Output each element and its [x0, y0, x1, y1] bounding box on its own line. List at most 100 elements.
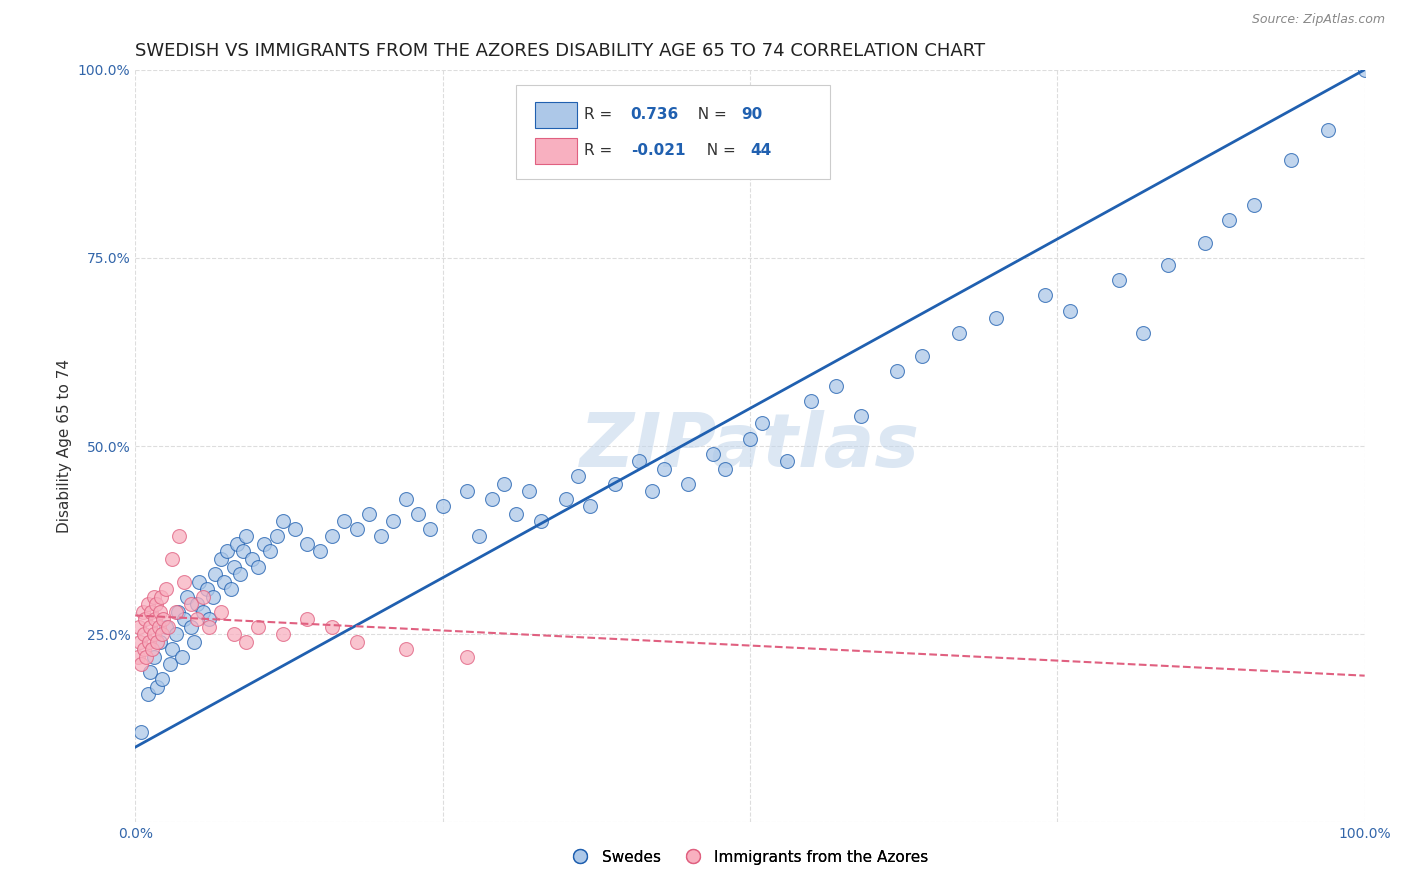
Point	[603, 476, 626, 491]
Point	[911, 349, 934, 363]
Point	[169, 529, 191, 543]
Point	[271, 514, 294, 528]
Point	[180, 597, 202, 611]
Text: Source: ZipAtlas.com: Source: ZipAtlas.com	[1251, 13, 1385, 27]
Point	[183, 634, 205, 648]
Text: N =: N =	[689, 107, 733, 122]
Point	[259, 544, 281, 558]
Point	[191, 590, 214, 604]
Point	[357, 507, 380, 521]
Point	[136, 688, 159, 702]
Point	[143, 612, 166, 626]
Text: 90: 90	[741, 107, 762, 122]
Point	[204, 567, 226, 582]
Point	[321, 529, 343, 543]
Point	[1059, 303, 1081, 318]
Point	[235, 529, 257, 543]
Point	[494, 476, 516, 491]
Point	[308, 544, 330, 558]
Point	[948, 326, 970, 340]
Point	[180, 620, 202, 634]
Point	[165, 627, 187, 641]
Point	[141, 642, 163, 657]
Point	[406, 507, 429, 521]
Point	[297, 537, 319, 551]
Text: 44: 44	[749, 144, 772, 159]
Text: N =: N =	[697, 144, 741, 159]
Point	[419, 522, 441, 536]
Text: -0.021: -0.021	[631, 144, 685, 159]
Point	[468, 529, 491, 543]
Point	[139, 620, 162, 634]
Point	[222, 627, 245, 641]
Point	[1218, 213, 1240, 227]
Point	[150, 590, 173, 604]
Point	[395, 491, 418, 506]
Point	[247, 620, 270, 634]
Point	[201, 590, 224, 604]
Point	[240, 552, 263, 566]
Point	[321, 620, 343, 634]
Point	[432, 500, 454, 514]
Point	[198, 612, 221, 626]
Point	[284, 522, 307, 536]
Point	[186, 612, 208, 626]
Point	[1279, 153, 1302, 167]
Point	[167, 605, 190, 619]
Point	[145, 597, 167, 611]
Point	[271, 627, 294, 641]
Point	[173, 612, 195, 626]
Point	[505, 507, 527, 521]
Point	[142, 590, 165, 604]
Point	[738, 432, 761, 446]
Point	[128, 620, 150, 634]
Point	[222, 559, 245, 574]
Point	[530, 514, 553, 528]
Point	[217, 544, 239, 558]
Point	[149, 605, 172, 619]
Point	[149, 634, 172, 648]
Point	[135, 649, 157, 664]
Point	[152, 612, 174, 626]
Point	[226, 537, 249, 551]
Point	[173, 574, 195, 589]
Text: R =: R =	[583, 107, 617, 122]
Point	[131, 657, 153, 672]
Point	[751, 417, 773, 431]
Point	[146, 680, 169, 694]
Text: 0.736: 0.736	[631, 107, 679, 122]
Point	[579, 500, 602, 514]
FancyBboxPatch shape	[534, 138, 576, 164]
Point	[157, 620, 180, 634]
Point	[702, 446, 724, 460]
Point	[1354, 62, 1376, 77]
Text: ZIPatlas: ZIPatlas	[579, 409, 920, 483]
Point	[232, 544, 254, 558]
FancyBboxPatch shape	[516, 85, 830, 178]
Point	[1194, 235, 1216, 250]
Point	[370, 529, 392, 543]
Point	[138, 634, 160, 648]
Point	[209, 605, 232, 619]
Point	[191, 605, 214, 619]
Point	[1243, 198, 1265, 212]
Point	[132, 642, 155, 657]
Point	[195, 582, 218, 596]
Point	[1033, 288, 1056, 302]
Point	[776, 454, 799, 468]
Point	[678, 476, 700, 491]
Point	[148, 620, 170, 634]
Point	[984, 311, 1007, 326]
Point	[652, 461, 675, 475]
Point	[247, 559, 270, 574]
Point	[1316, 123, 1339, 137]
FancyBboxPatch shape	[534, 102, 576, 128]
Point	[714, 461, 737, 475]
Point	[150, 673, 173, 687]
Text: R =: R =	[583, 144, 617, 159]
Point	[567, 469, 589, 483]
Text: SWEDISH VS IMMIGRANTS FROM THE AZORES DISABILITY AGE 65 TO 74 CORRELATION CHART: SWEDISH VS IMMIGRANTS FROM THE AZORES DI…	[135, 42, 986, 60]
Point	[628, 454, 651, 468]
Point	[155, 582, 177, 596]
Point	[141, 605, 163, 619]
